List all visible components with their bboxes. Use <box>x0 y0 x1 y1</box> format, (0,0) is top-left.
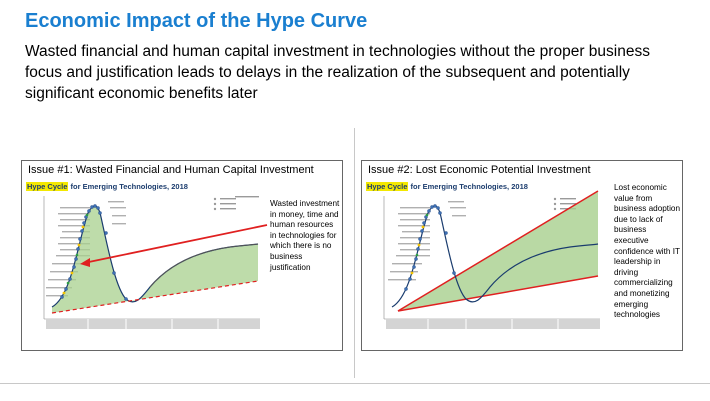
slide-subtitle: Wasted financial and human capital inves… <box>25 43 650 102</box>
hype-cycle-title-rest: for Emerging Technologies, 2018 <box>408 182 528 191</box>
issue-2-annotation: Lost economic value from business adopti… <box>614 183 681 320</box>
vertical-divider <box>354 128 355 378</box>
slide-title: Economic Impact of the Hype Curve <box>25 10 368 32</box>
phase-strip <box>46 319 260 329</box>
hype-cycle-graphic <box>383 190 600 329</box>
issue-2-panel: Issue #2: Lost Economic Potential Invest… <box>361 160 683 351</box>
technology-dots <box>60 204 128 301</box>
actual-value-line <box>397 275 599 312</box>
tech-labels <box>46 201 126 297</box>
hype-cycle-chart-title: Hype Cycle for Emerging Technologies, 20… <box>366 182 528 191</box>
bottom-divider <box>0 383 710 384</box>
technology-dots <box>404 204 456 291</box>
hype-curve <box>391 205 599 308</box>
tech-labels <box>388 201 466 281</box>
potential-value-line <box>397 190 599 312</box>
annotation-arrow <box>83 224 268 264</box>
issue-2-title: Issue #2: Lost Economic Potential Invest… <box>368 164 591 176</box>
hype-cycle-highlight: Hype Cycle <box>26 182 69 191</box>
phase-strip <box>386 319 600 329</box>
arrow-head <box>80 258 90 267</box>
wasted-investment-area <box>52 205 258 313</box>
issue-1-title: Issue #1: Wasted Financial and Human Cap… <box>28 164 314 176</box>
hype-cycle-chart-title: Hype Cycle for Emerging Technologies, 20… <box>26 182 188 191</box>
issue-1-annotation: Wasted investment in money, time and hum… <box>270 199 340 272</box>
issue-1-panel: Issue #1: Wasted Financial and Human Cap… <box>21 160 343 351</box>
legend-markers <box>213 196 259 211</box>
hype-cycle-graphic <box>43 196 268 329</box>
hype-cycle-highlight: Hype Cycle <box>366 182 409 191</box>
hype-cycle-title-rest: for Emerging Technologies, 2018 <box>68 182 188 191</box>
